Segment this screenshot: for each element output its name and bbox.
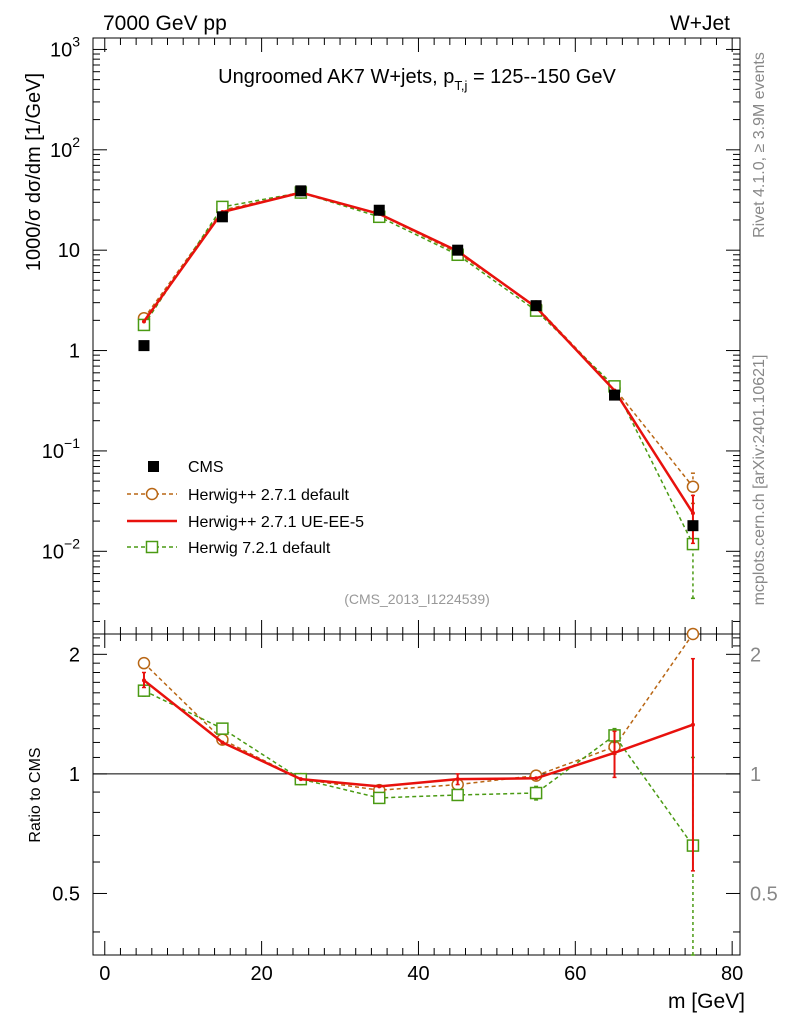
main-y-tick-label: 103 (50, 33, 80, 61)
ratio-series-2-marker (298, 777, 303, 782)
x-tick-label: 80 (721, 963, 743, 985)
main-series-3-line (143, 191, 694, 545)
ratio-series-2-marker (141, 678, 146, 683)
cms-data-point (373, 204, 385, 216)
cms-data-point (216, 211, 228, 223)
legend-marker-herwig-default (145, 487, 159, 501)
ratio-series-1-marker (137, 656, 151, 670)
ratio-series-2-marker (534, 776, 539, 781)
legend-label-herwig-default: Herwig++ 2.7.1 default (188, 487, 350, 504)
ratio-x-axis: 0 20 40 60 80 (93, 634, 743, 985)
header-energy: 7000 GeV pp (103, 12, 227, 35)
legend-marker-herwig7 (145, 540, 159, 554)
ratio-series-1-line (143, 633, 694, 791)
ratio-series-3-marker (451, 788, 464, 802)
legend-label-herwig7: Herwig 7.2.1 default (188, 540, 331, 557)
ratio-series-2-marker (377, 784, 382, 789)
ratio-y-tick-label-right: 0.5 (750, 883, 778, 905)
ratio-series-2-marker (220, 740, 225, 745)
legend-label-cms: CMS (188, 459, 224, 476)
main-series-2-marker (141, 319, 146, 324)
ratio-series-1-marker (686, 627, 700, 641)
main-title: Ungroomed AK7 W+jets, pT,j = 125--150 Ge… (218, 66, 616, 93)
cms-data-point (530, 300, 542, 312)
mcplots-label: mcplots.cern.ch [arXiv:2401.10621] (751, 355, 768, 606)
ratio-series-3-marker (529, 786, 543, 800)
ratio-series-3-marker (216, 722, 229, 735)
main-y-label: 1000/σ dσ/dm [1/GeV] (23, 73, 45, 271)
main-series-2-line (142, 191, 694, 514)
main-series-group (137, 185, 700, 600)
main-series-1-marker (686, 480, 700, 493)
main-x-ticks (104, 38, 733, 634)
main-y-tick-label: 10−2 (42, 535, 80, 563)
main-y-tick-label: 1 (69, 341, 80, 363)
legend: CMS Herwig++ 2.7.1 default Herwig++ 2.7.… (127, 459, 364, 557)
ratio-series-2-marker (455, 777, 460, 782)
x-tick-label: 0 (99, 963, 110, 985)
analysis-watermark: (CMS_2013_I1224539) (344, 591, 490, 607)
x-axis-label: m [GeV] (668, 990, 745, 1013)
ratio-y-tick-label: 1 (69, 764, 80, 786)
ratio-series-2-line (143, 679, 694, 788)
header-process: W+Jet (670, 12, 730, 35)
ratio-series-2-marker (612, 750, 617, 755)
ratio-series-3-marker (372, 791, 386, 805)
ratio-y-tick-label-right: 1 (750, 764, 761, 786)
cms-data-point (687, 520, 699, 532)
main-series-2-marker (690, 511, 695, 516)
main-series-1-line (143, 191, 694, 488)
rivet-label: Rivet 4.1.0, ≥ 3.9M events (751, 52, 768, 238)
ratio-y-tick-label: 0.5 (52, 883, 80, 905)
cms-data-point (138, 340, 150, 352)
cms-data-point (295, 185, 307, 197)
legend-label-herwig-ueee5: Herwig++ 2.7.1 UE-EE-5 (188, 514, 364, 531)
ratio-y-tick-label-right: 2 (750, 644, 761, 666)
ratio-y-tick-label: 2 (69, 644, 80, 666)
x-tick-label: 60 (564, 963, 586, 985)
main-y-tick-label: 10−1 (42, 435, 80, 463)
ratio-y-axis: 0.5 0.5 1 1 2 2 (52, 637, 778, 933)
x-tick-label: 40 (407, 963, 429, 985)
cms-data-point (609, 389, 621, 401)
main-y-tick-label: 10 (58, 240, 80, 262)
ratio-series-3-line (143, 690, 694, 847)
ratio-y-label: Ratio to CMS (27, 747, 44, 842)
main-y-tick-label: 102 (50, 134, 80, 162)
ratio-series-group (137, 627, 700, 956)
ratio-series-2-marker (690, 722, 695, 727)
cms-data-point (452, 244, 464, 256)
legend-marker-cms (148, 461, 159, 472)
x-tick-label: 20 (250, 963, 272, 985)
ratio-panel-frame (92, 633, 741, 956)
